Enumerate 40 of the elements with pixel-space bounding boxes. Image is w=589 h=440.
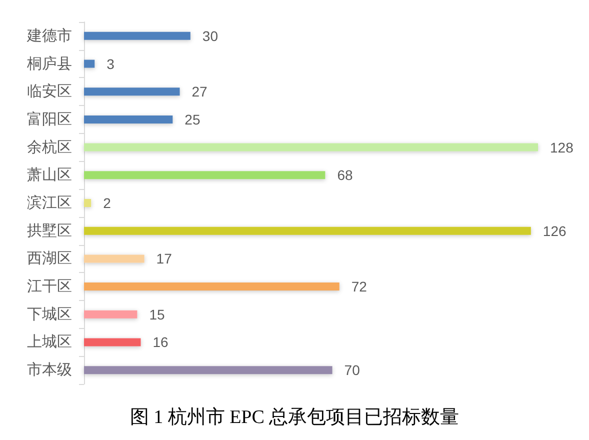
data-label: 128 (550, 139, 574, 156)
y-tick-label: 桐庐县 (26, 55, 72, 72)
data-label: 2 (103, 195, 112, 211)
data-label: 16 (152, 334, 169, 350)
bar (84, 310, 138, 318)
y-tick-label: 拱墅区 (27, 222, 72, 240)
bar (84, 366, 332, 374)
bar (84, 143, 538, 152)
bar (84, 88, 180, 96)
y-tick-label: 江干区 (27, 278, 72, 296)
y-tick-label: 西湖区 (27, 250, 72, 268)
y-tick-label: 上城区 (27, 334, 72, 351)
y-tick-label: 滨江区 (27, 194, 72, 212)
y-tick-label: 市本级 (27, 362, 72, 379)
bar (84, 171, 326, 180)
y-tick-label: 临安区 (27, 83, 72, 100)
data-label: 72 (351, 278, 368, 295)
bar (84, 254, 144, 263)
y-tick-label: 富阳区 (27, 110, 72, 128)
y-tick-label: 建德市 (26, 27, 72, 44)
data-label: 30 (202, 28, 218, 44)
y-tick-label: 萧山区 (27, 166, 72, 184)
y-tick-label: 下城区 (27, 306, 72, 323)
bar (84, 282, 340, 291)
data-label: 25 (184, 111, 200, 128)
data-label: 3 (106, 56, 115, 72)
bar (84, 199, 92, 207)
data-label: 126 (542, 222, 566, 239)
bar (84, 115, 173, 124)
data-label: 15 (149, 306, 165, 322)
bar (84, 60, 95, 68)
data-label: 27 (192, 84, 208, 100)
data-label: 17 (156, 250, 172, 267)
bar (84, 32, 190, 40)
text: 图 1 杭州市 EPC 总承包项目已招标数量 (130, 406, 460, 428)
data-label: 68 (337, 167, 353, 184)
bar (84, 226, 531, 235)
bar (84, 338, 141, 346)
y-tick-label: 余杭区 (27, 138, 72, 156)
data-label: 70 (344, 362, 360, 378)
